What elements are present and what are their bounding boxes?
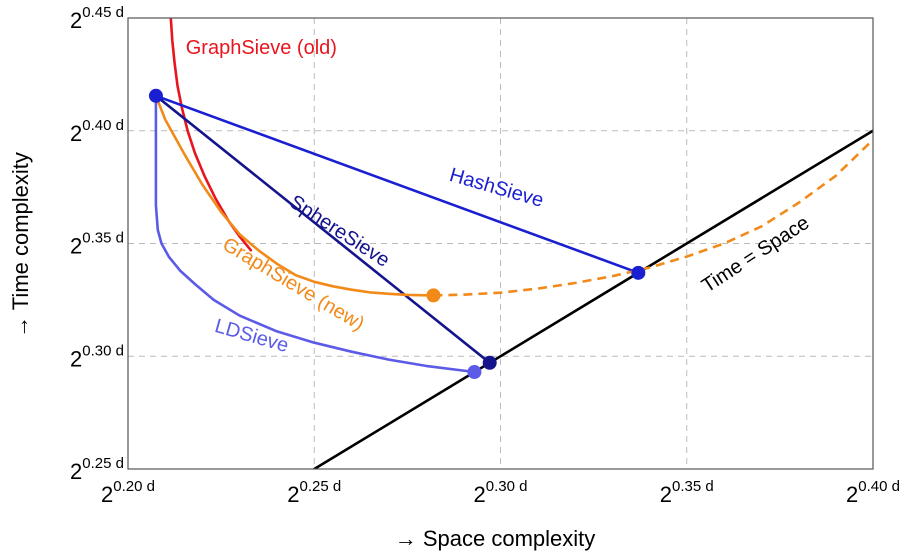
series-marker-3-0 [482,355,497,370]
x-tick-label-4: 20.40 d [846,478,900,507]
x-tick-label-2: 20.30 d [474,478,528,507]
series-line-6 [154,94,476,374]
y-tick-label-0: 20.25 d [70,455,124,484]
y-tick-label-2: 20.35 d [70,230,124,259]
series-label-2: HashSieve [447,164,546,212]
series-marker-4-0 [426,288,441,303]
series-marker-6-0 [467,365,482,380]
y-tick-label-4: 20.45 d [70,4,124,33]
series-line-5 [433,138,873,297]
y-tick-label-1: 20.30 d [70,342,124,371]
tick-labels: 20.20 d 20.25 d 20.30 d 20.35 d 20.40 d20.25… [70,4,900,507]
series-line-3 [154,94,491,365]
series-line-4 [154,94,435,297]
y-axis-label: → Time complexity [8,152,33,338]
series-marker-2-1 [631,265,646,280]
x-axis-label: → Space complexity [395,526,596,551]
y-tick-label-3: 20.40 d [70,117,124,146]
plot-frame [127,17,874,470]
series-curves [154,18,873,469]
x-tick-label-1: 20.25 d [287,478,341,507]
series-labels: Time = Space GraphSieve (old) HashSieve Sph… [186,37,814,357]
series-label-3: SphereSieve [285,191,393,272]
series-markers [148,88,646,380]
x-tick-label-3: 20.35 d [660,478,714,507]
series-label-0: Time = Space [698,212,813,298]
series-label-1: GraphSieve (old) [186,37,337,59]
series-marker-2-0 [148,88,163,103]
series-line-2 [154,94,640,275]
series-line-0 [313,129,873,469]
x-tick-label-0: 20.20 d [101,478,155,507]
